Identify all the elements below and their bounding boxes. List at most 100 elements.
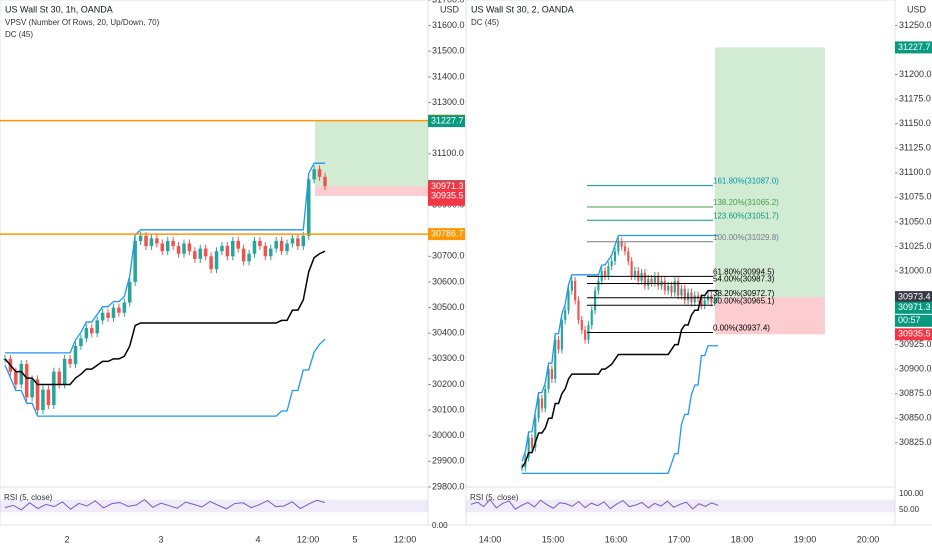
candle — [279, 240, 284, 252]
candle — [106, 312, 110, 318]
fib-label: 61.80%(30994.5) — [713, 268, 775, 277]
price-tag-bg — [428, 189, 465, 202]
price-tick-label: 31400.0 — [432, 71, 465, 81]
candle — [176, 246, 181, 254]
price-tag: 31227.7 — [428, 115, 465, 128]
fib-label: 54.00%(30987.3) — [713, 275, 775, 284]
price-tick-label: 30200.0 — [432, 379, 465, 389]
rsi-axis-label: 0.00 — [432, 521, 448, 530]
price-tick-label: 31700.0 — [432, 0, 465, 4]
candle — [554, 339, 557, 379]
candle — [68, 358, 72, 364]
candle — [564, 310, 567, 321]
price-tick-label: 31025.0 — [899, 241, 932, 251]
candle — [590, 310, 593, 325]
candle — [41, 389, 45, 411]
candle — [580, 320, 583, 330]
time-label: 19:00 — [794, 534, 817, 544]
candle — [663, 280, 666, 291]
candle — [225, 246, 230, 257]
candle — [111, 307, 116, 318]
candle — [236, 240, 240, 249]
candle — [550, 369, 553, 379]
price-tag-label: 30935.5 — [898, 329, 931, 339]
candle — [198, 248, 203, 259]
candle — [687, 292, 690, 301]
candle — [594, 290, 597, 311]
fib-label: 100.00%(31029.8) — [713, 233, 779, 242]
candle — [653, 275, 656, 283]
candle — [700, 298, 703, 306]
price-tag: 30971.3 — [895, 301, 932, 314]
price-tick-label: 29900.0 — [432, 456, 465, 466]
time-label: 14:00 — [479, 534, 502, 544]
candle — [630, 261, 633, 276]
candle — [544, 388, 547, 409]
candle — [670, 285, 673, 293]
candle — [220, 246, 224, 252]
rsi-band — [466, 499, 895, 513]
fib-label: 138.20%(31065.2) — [713, 198, 779, 207]
candle — [160, 243, 165, 252]
price-tag-bg — [895, 301, 932, 314]
candle — [155, 238, 159, 244]
candle — [24, 363, 29, 398]
price-tag: 30935.5 — [895, 328, 932, 341]
candle — [530, 437, 534, 448]
candle — [696, 295, 700, 299]
candle — [35, 379, 40, 411]
time-label: 17:00 — [668, 534, 691, 544]
candle — [149, 238, 154, 247]
price-tick-label: 30825.0 — [899, 437, 932, 447]
candle — [306, 179, 311, 236]
candle — [643, 272, 646, 286]
candle — [567, 290, 570, 311]
candle — [127, 281, 132, 303]
price-tag-label: 31227.7 — [431, 115, 464, 125]
price-tag-bg — [428, 180, 465, 193]
price-tick-label: 30300.0 — [432, 353, 465, 363]
candle — [209, 256, 213, 270]
price-tag-label: 30935.5 — [431, 190, 464, 200]
candle — [263, 246, 268, 257]
time-label: 4 — [255, 534, 260, 544]
candle — [527, 437, 530, 458]
price-tick-label: 30875.0 — [899, 388, 932, 398]
price-tick-label: 29800.0 — [432, 481, 465, 491]
currency: USD — [440, 4, 460, 14]
candle — [603, 270, 607, 276]
rsi-band — [0, 499, 428, 513]
price-tag-label: 30971.3 — [898, 302, 931, 312]
candle — [84, 328, 89, 339]
candle — [247, 253, 251, 262]
time-label: 20:00 — [857, 534, 880, 544]
time-label: 3 — [158, 534, 163, 544]
candle — [577, 300, 580, 321]
pane-border — [465, 0, 896, 526]
price-tick-label: 31200.0 — [899, 69, 932, 79]
price-tick-label: 31150.0 — [899, 118, 931, 128]
candle — [627, 251, 630, 262]
candle — [14, 371, 18, 385]
price-tag-label: 31227.7 — [898, 42, 931, 52]
candle — [673, 280, 676, 293]
rsi-axis-label: 100.00 — [899, 489, 924, 498]
candle — [650, 278, 653, 283]
price-tick-label: 31075.0 — [899, 192, 932, 202]
price-tag: 30973.4 — [895, 291, 932, 304]
price-tag-bg — [895, 41, 932, 54]
candle — [312, 169, 316, 180]
price-tick-label: 31500.0 — [432, 46, 465, 56]
price-tag-label: 30786.7 — [431, 228, 464, 238]
price-tick-label: 31300.0 — [432, 97, 465, 107]
indicator-label: VPSV (Number Of Rows, 20, Up/Down, 70) — [5, 18, 160, 27]
candle — [610, 261, 613, 267]
stop-zone — [715, 297, 825, 335]
candle — [290, 238, 295, 244]
candle — [203, 248, 208, 257]
candle — [144, 235, 148, 247]
candle — [617, 241, 620, 252]
fib-label: 161.80%(31087.0) — [713, 177, 779, 186]
price-tag: 30935.5 — [428, 189, 465, 202]
price-tick-label: 31100.0 — [432, 148, 464, 158]
